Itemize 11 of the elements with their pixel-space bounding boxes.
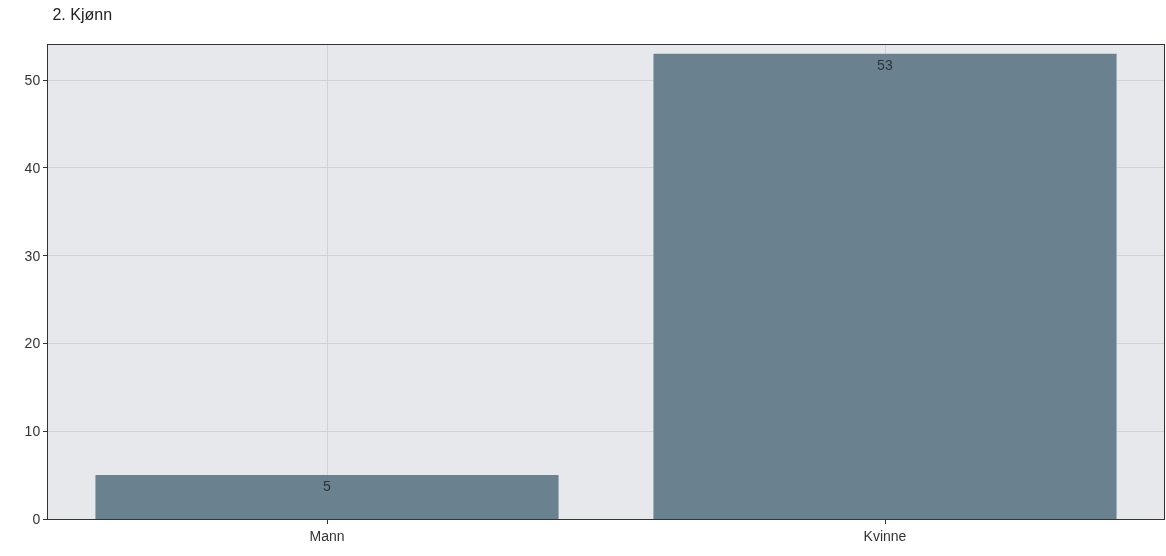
y-tick-label: 0 bbox=[32, 510, 41, 527]
y-tick-label: 20 bbox=[24, 335, 41, 352]
y-tick-label: 40 bbox=[24, 159, 41, 176]
x-tick-label: Kvinne bbox=[863, 527, 907, 544]
x-tick-label: Mann bbox=[309, 527, 345, 544]
y-tick-label: 10 bbox=[24, 423, 41, 440]
data-label: 5 bbox=[323, 478, 331, 495]
y-tick-label: 30 bbox=[24, 247, 41, 264]
y-tick-label: 50 bbox=[24, 72, 41, 89]
data-label: 53 bbox=[877, 56, 893, 73]
chart-title: 2. Kjønn bbox=[52, 5, 113, 23]
